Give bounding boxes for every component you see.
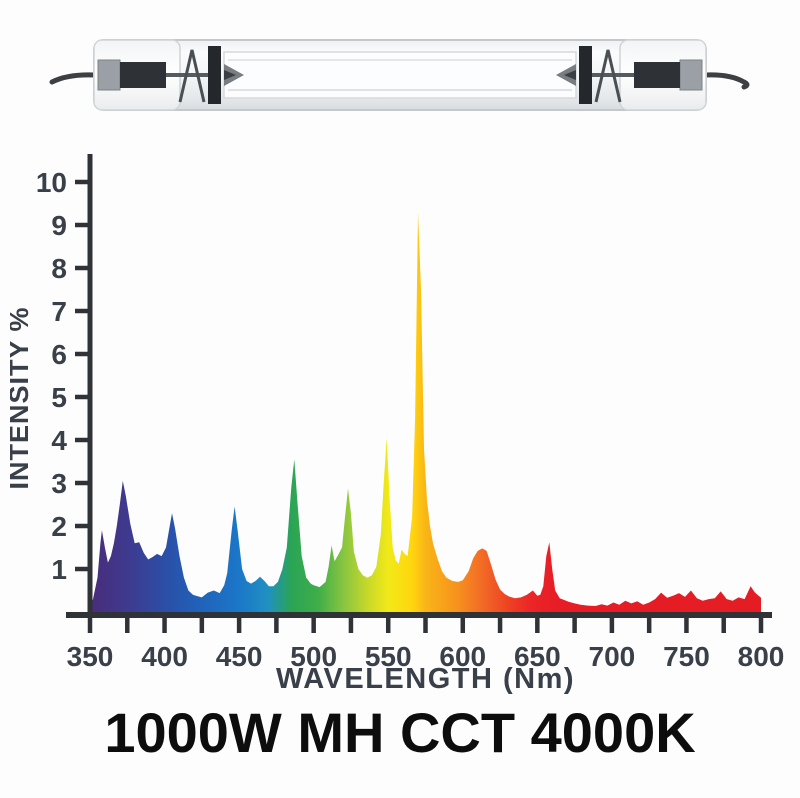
x-tick-label: 500 (290, 641, 337, 672)
y-axis: 1 2 3 4 5 6 7 8 9 10 (36, 167, 90, 585)
electrode-core-left (224, 70, 236, 80)
product-title: 1000W MH CCT 4000K (104, 701, 696, 764)
x-tick-label: 700 (589, 641, 636, 672)
y-tick-label: 7 (51, 296, 67, 327)
y-tick-label: 8 (51, 253, 67, 284)
x-tick-label: 400 (141, 641, 188, 672)
lead-wire-left (49, 72, 97, 85)
connector-block-right (634, 62, 680, 88)
lamp-image (49, 39, 750, 111)
x-tick-label: 350 (67, 641, 114, 672)
x-tick-label: 800 (738, 641, 785, 672)
y-tick-label: 2 (51, 511, 67, 542)
connector-block-left (120, 62, 166, 88)
x-tick-label: 650 (514, 641, 561, 672)
x-axis-title: WAVELENGTH (Nm) (276, 663, 575, 695)
y-tick-label: 6 (51, 339, 67, 370)
getter-wire-left (178, 49, 206, 103)
x-axis: 350 400 450 500 550 600 650 700 750 800 (67, 618, 785, 672)
spectrum-chart: 1 2 3 4 5 6 7 8 9 10 350 400 450 500 550 600 650 700 750 80… (10, 154, 785, 695)
y-tick-label: 10 (36, 167, 67, 198)
spectrum-area (90, 212, 761, 614)
x-tick-label: 600 (439, 641, 486, 672)
getter-wire-right (594, 49, 622, 103)
connector-cap-right (679, 59, 703, 91)
y-tick-label: 4 (51, 425, 67, 456)
x-tick-label: 550 (365, 641, 412, 672)
y-axis-title: INTENSITY % (10, 306, 34, 489)
electrode-core-right (564, 70, 576, 80)
arc-tube (223, 51, 577, 99)
x-tick-label: 450 (216, 641, 263, 672)
y-tick-label: 1 (51, 554, 67, 585)
x-tick-label: 750 (663, 641, 710, 672)
electrode-mount-right (579, 46, 592, 104)
y-tick-label: 9 (51, 210, 67, 241)
lead-wire-right (703, 72, 750, 90)
electrode-mount-left (208, 46, 221, 104)
y-tick-label: 5 (51, 382, 67, 413)
connector-cap-left (97, 59, 121, 91)
y-tick-label: 3 (51, 468, 67, 499)
